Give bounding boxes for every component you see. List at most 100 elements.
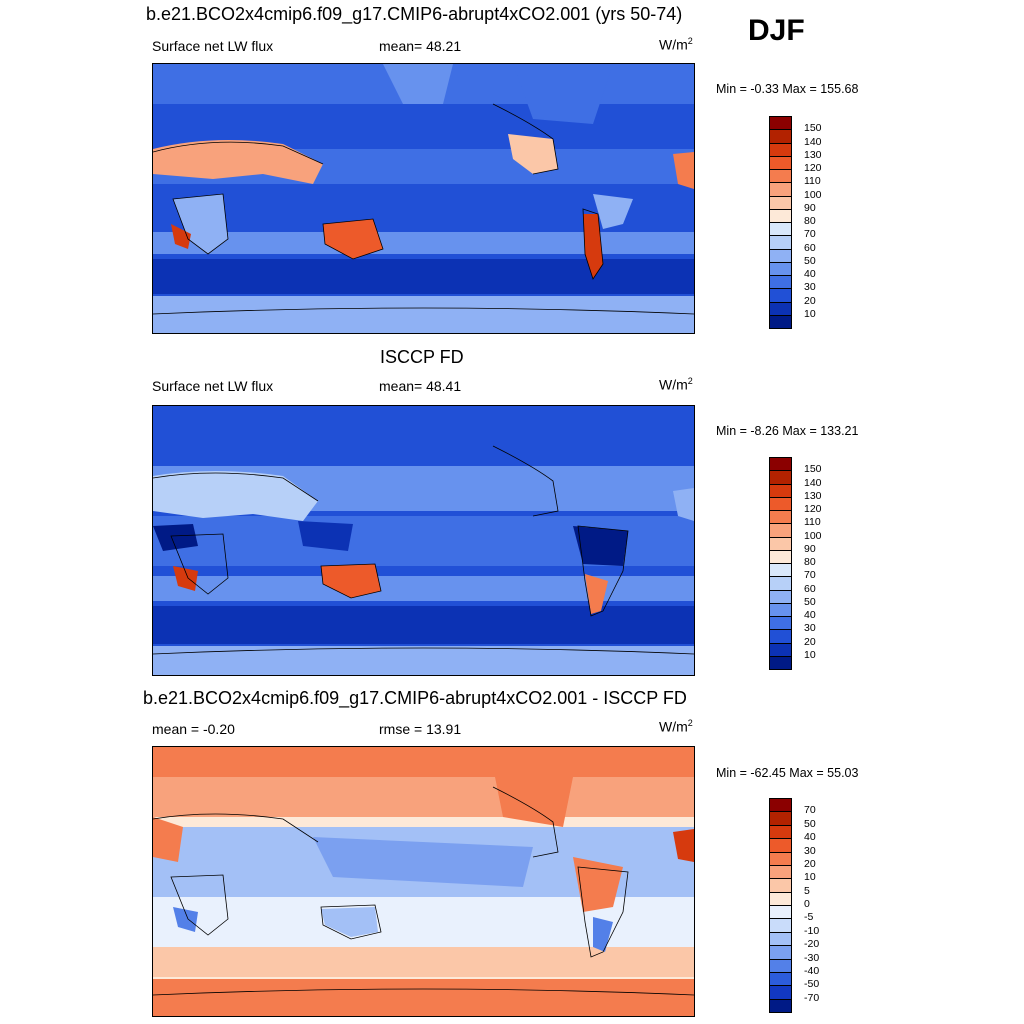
panel-3-minmax: Min = -62.45 Max = 55.03: [716, 766, 859, 780]
colorbar-swatch: [769, 824, 792, 840]
colorbar-tick-label: 140: [804, 135, 822, 148]
colorbar-tick-label: 20: [804, 635, 816, 648]
colorbar-tick-label: -10: [804, 924, 820, 937]
colorbar-tick-label: 110: [804, 175, 821, 188]
panel-2-units: W/m2: [659, 376, 693, 393]
colorbar-swatch: [769, 116, 792, 131]
colorbar-tick-label: 100: [804, 529, 822, 542]
panel-2-map: [152, 405, 695, 676]
colorbar-swatch: [769, 655, 792, 670]
colorbar-swatch: [769, 129, 792, 144]
colorbar-tick-label: -40: [804, 964, 820, 977]
colorbar-tick-label: 150: [804, 122, 822, 135]
colorbar-tick-label: 50: [804, 254, 816, 267]
colorbar-swatch: [769, 457, 792, 472]
panel-3-mean-label: mean = -0.20: [152, 721, 235, 737]
colorbar-tick-label: 80: [804, 215, 816, 227]
panel-1-map: [152, 63, 695, 334]
colorbar-swatch: [769, 918, 792, 933]
colorbar-swatch: [769, 629, 792, 644]
colorbar-tick-label: 90: [804, 542, 816, 555]
colorbar-tick-label: 30: [804, 281, 816, 294]
colorbar-swatch: [769, 288, 792, 303]
colorbar-swatch: [769, 142, 792, 157]
colorbar-swatch: [769, 576, 792, 591]
colorbar-swatch: [769, 222, 792, 237]
colorbar-swatch: [769, 169, 792, 184]
panel-1-mean-label: mean= 48.21: [379, 38, 462, 54]
colorbar-swatch: [769, 985, 792, 1000]
panel-1-variable-label: Surface net LW flux: [152, 38, 274, 54]
colorbar-tick-label: 120: [804, 162, 822, 174]
colorbar-swatch: [769, 864, 792, 880]
panel-1-units: W/m2: [659, 36, 693, 53]
panel-3-title: b.e21.BCO2x4cmip6.f09_g17.CMIP6-abrupt4x…: [143, 688, 687, 708]
colorbar-tick-label: -5: [804, 911, 814, 924]
season-label: DJF: [748, 14, 805, 47]
colorbar-swatch: [769, 602, 792, 617]
colorbar-tick-label: 130: [804, 489, 822, 502]
colorbar-tick-label: 50: [804, 817, 816, 830]
colorbar-swatch: [769, 301, 792, 316]
colorbar-tick-label: 70: [804, 569, 816, 582]
panel-3-map: [152, 746, 695, 1017]
colorbar-swatch: [769, 523, 792, 538]
colorbar-tick-label: 120: [804, 503, 822, 515]
panel-1-colorbar: 150 140 130 120 110 100 90 80 70 60 50 40 30 20 10: [769, 116, 822, 329]
colorbar-swatch: [769, 314, 792, 329]
colorbar-swatch: [769, 811, 792, 826]
colorbar-tick-label: 50: [804, 595, 816, 608]
colorbar-tick-label: 5: [804, 884, 810, 897]
colorbar-swatch: [769, 470, 792, 485]
panel-3-units: W/m2: [659, 718, 693, 735]
colorbar-tick-label: 30: [804, 622, 816, 635]
colorbar-swatch: [769, 235, 792, 250]
colorbar-swatch: [769, 248, 792, 263]
colorbar-tick-label: 60: [804, 241, 816, 254]
colorbar-swatch: [769, 931, 792, 947]
colorbar-tick-label: 30: [804, 844, 816, 857]
colorbar-swatch: [769, 155, 792, 170]
colorbar-tick-label: -20: [804, 938, 820, 951]
colorbar-tick-label: 80: [804, 556, 816, 568]
colorbar-tick-label: 60: [804, 582, 816, 595]
colorbar-tick-label: -30: [804, 951, 820, 964]
colorbar-swatch: [769, 891, 792, 906]
colorbar-tick-label: 70: [804, 804, 816, 817]
colorbar-swatch: [769, 878, 792, 893]
colorbar-tick-label: 20: [804, 857, 816, 870]
colorbar-swatch: [769, 275, 792, 290]
colorbar-swatch: [769, 838, 792, 853]
colorbar-tick-label: 140: [804, 476, 822, 489]
colorbar-tick-label: 40: [804, 609, 816, 621]
colorbar-swatch: [769, 195, 792, 210]
panel-3-colorbar: 70 50 40 30 20 10 5 0 -5 -10 -20 -30 -40 -50 -70: [769, 798, 819, 1013]
colorbar-swatch: [769, 182, 792, 197]
colorbar-swatch: [769, 549, 792, 564]
colorbar-tick-label: 40: [804, 268, 816, 280]
colorbar-swatch: [769, 483, 792, 498]
colorbar-tick-label: 0: [804, 898, 810, 910]
colorbar-swatch: [769, 261, 792, 276]
colorbar-swatch: [769, 208, 792, 223]
colorbar-swatch: [769, 616, 792, 631]
colorbar-tick-label: -50: [804, 978, 820, 991]
colorbar-swatch: [769, 971, 792, 987]
colorbar-swatch: [769, 536, 792, 551]
panel-2-mean-label: mean= 48.41: [379, 378, 462, 394]
colorbar-tick-label: 70: [804, 228, 816, 241]
colorbar-tick-label: 10: [804, 307, 816, 320]
colorbar-tick-label: 10: [804, 871, 816, 884]
colorbar-tick-label: 130: [804, 148, 822, 161]
colorbar-swatch: [769, 851, 792, 866]
colorbar-swatch: [769, 958, 792, 973]
colorbar-swatch: [769, 642, 792, 657]
panel-2-colorbar: 150 140 130 120 110 100 90 80 70 60 50 40 30 20 10: [769, 457, 822, 670]
colorbar-tick-label: 100: [804, 188, 822, 201]
panel-2-minmax: Min = -8.26 Max = 133.21: [716, 424, 859, 438]
colorbar-swatch: [769, 589, 792, 604]
panel-1-minmax: Min = -0.33 Max = 155.68: [716, 82, 859, 96]
panel-2-variable-label: Surface net LW flux: [152, 378, 274, 394]
colorbar-swatch: [769, 798, 792, 813]
colorbar-swatch: [769, 510, 792, 525]
